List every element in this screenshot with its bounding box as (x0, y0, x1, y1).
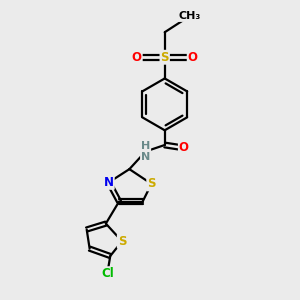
Text: S: S (160, 51, 169, 64)
Text: CH₃: CH₃ (178, 11, 201, 21)
Text: O: O (188, 51, 198, 64)
Text: O: O (179, 141, 189, 154)
Text: S: S (118, 235, 126, 248)
Text: N: N (104, 176, 114, 189)
Text: Cl: Cl (101, 267, 114, 280)
Text: S: S (147, 177, 156, 190)
Text: O: O (132, 51, 142, 64)
Text: H
N: H N (141, 141, 150, 162)
